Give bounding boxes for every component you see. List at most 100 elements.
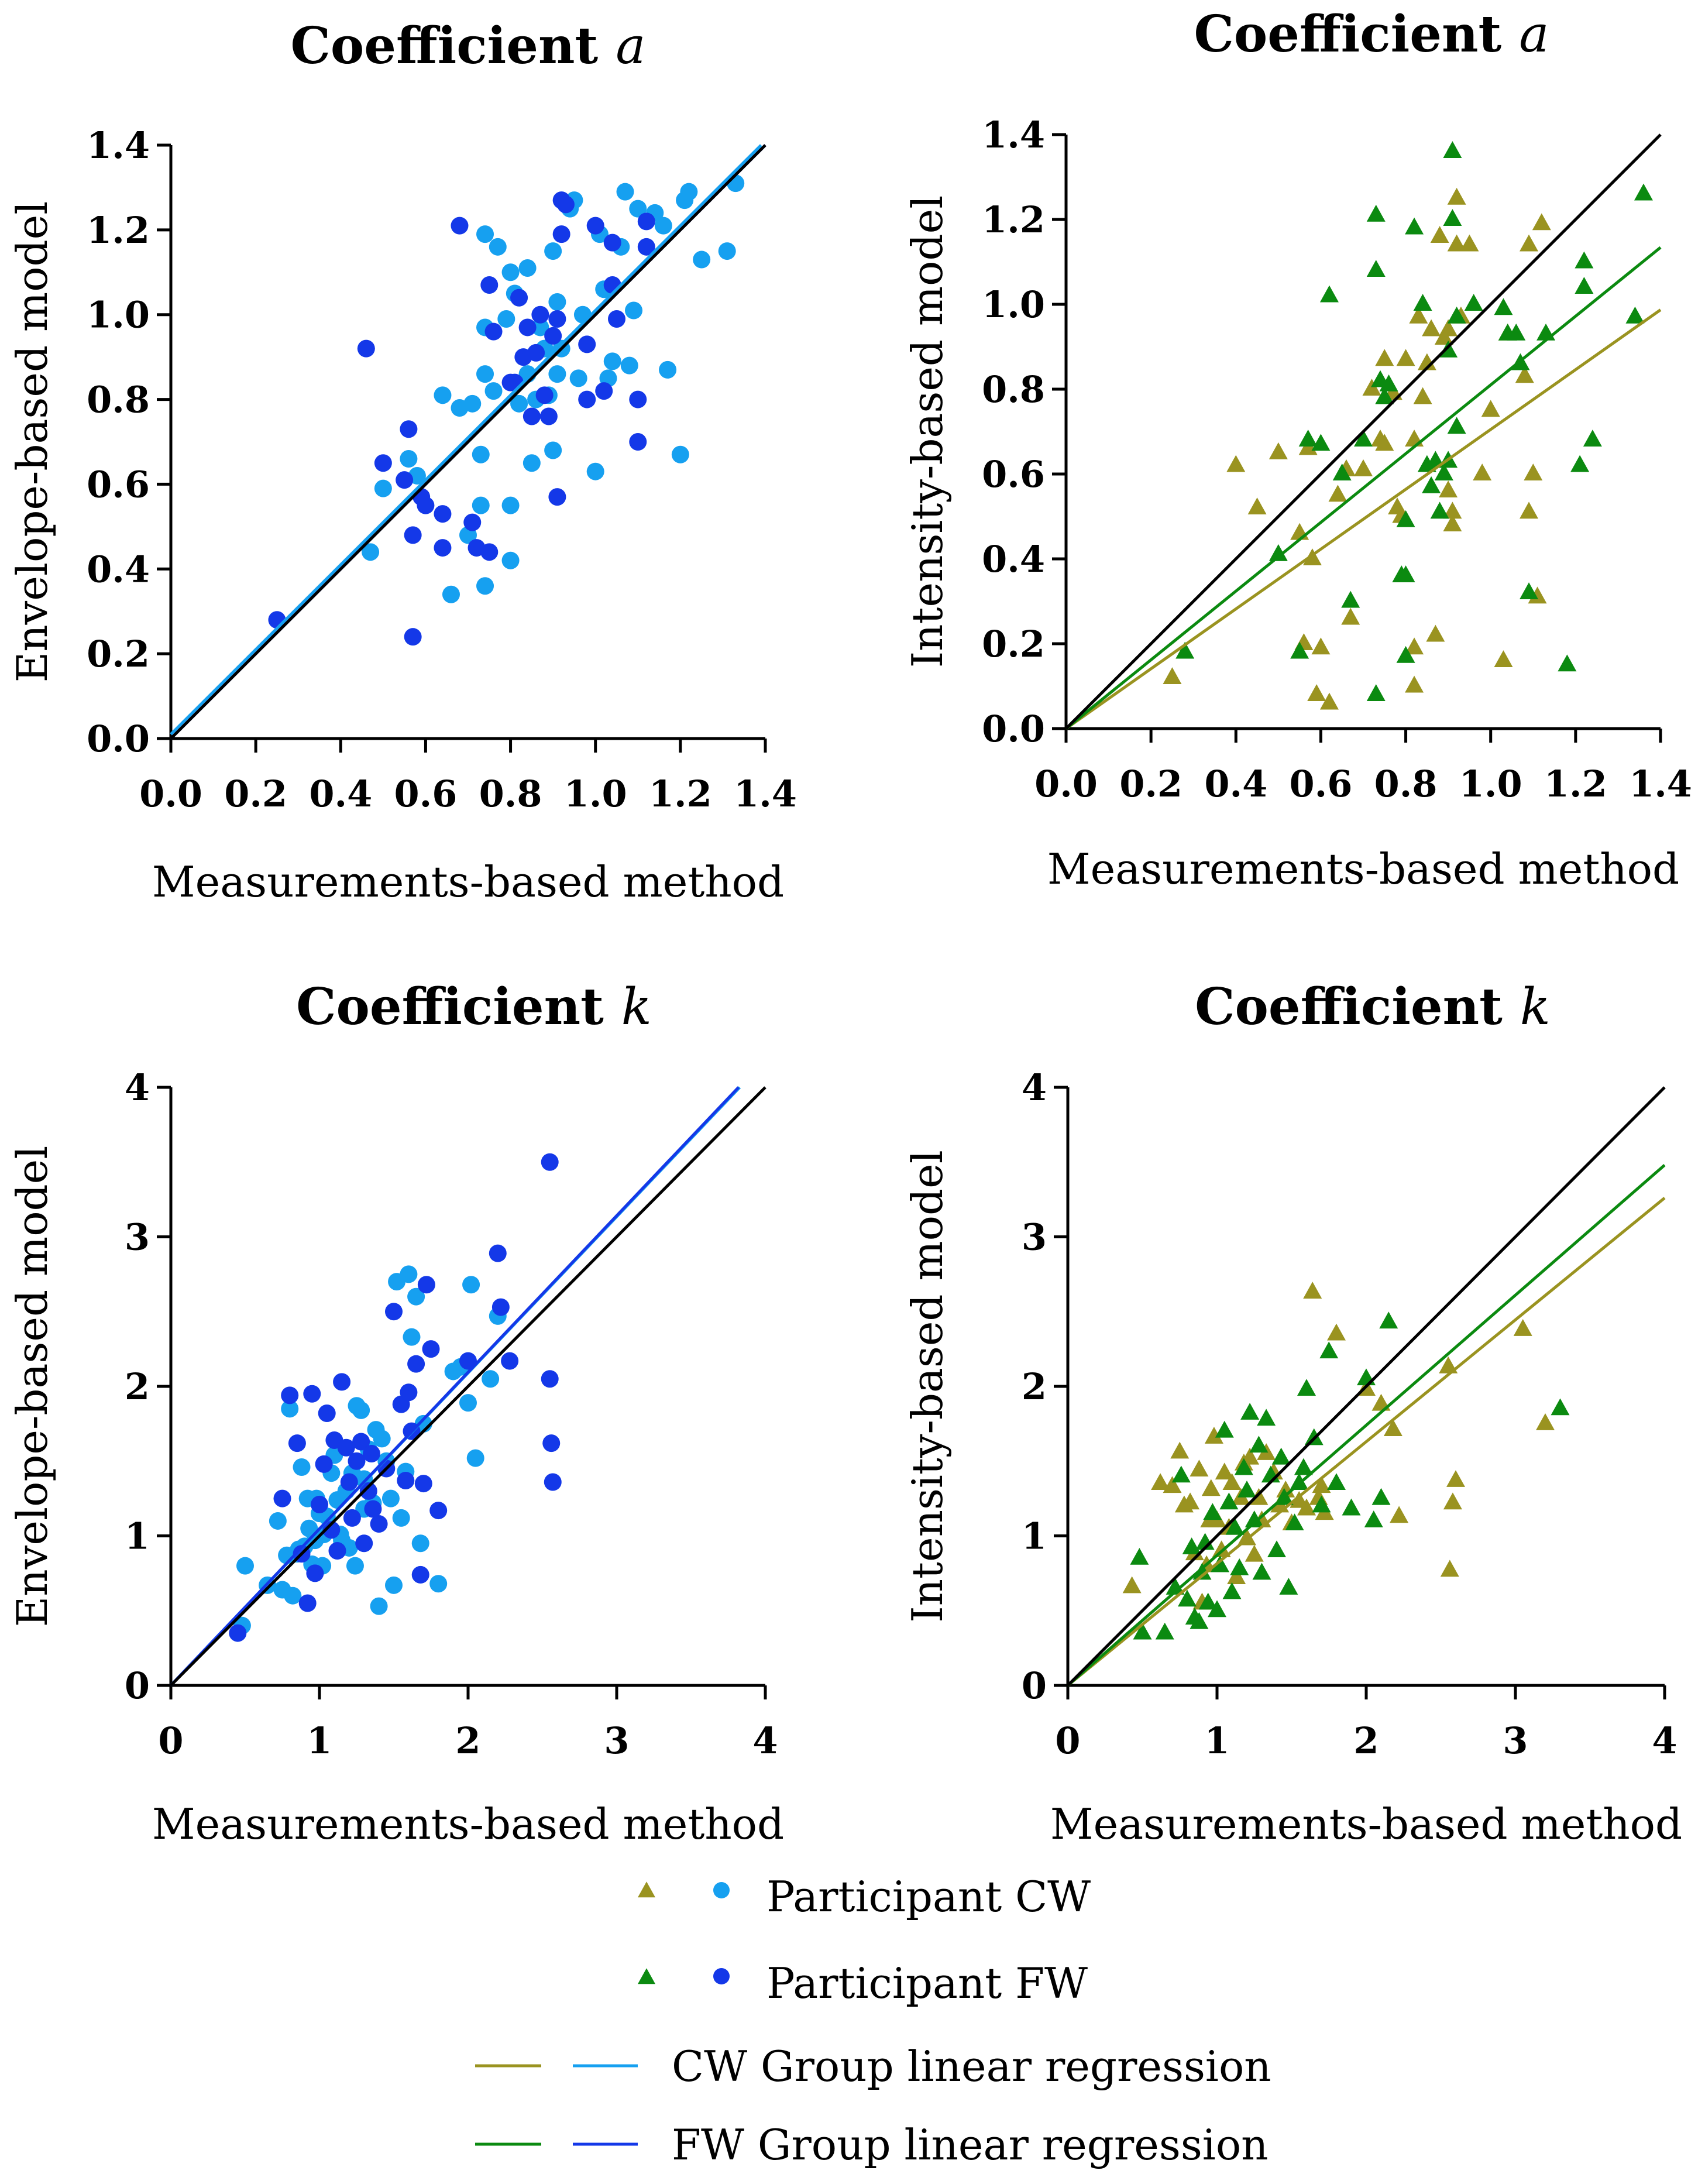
data-point — [544, 242, 562, 260]
data-point — [462, 1276, 480, 1294]
data-point — [1422, 319, 1441, 336]
regression-line — [1065, 308, 1662, 730]
y-axis-label: Envelope-based model — [8, 201, 57, 683]
data-point — [1290, 523, 1309, 540]
identity-line — [1065, 133, 1662, 730]
data-point — [1515, 366, 1534, 383]
data-point — [1192, 1563, 1212, 1580]
data-point — [1294, 1458, 1313, 1475]
y-tick-label: 4 — [1022, 1066, 1047, 1109]
legend-fw-regression: FW Group linear regression — [672, 2120, 1269, 2169]
x-tick-label: 0.6 — [394, 772, 457, 815]
x-axis-label: Measurements-based method — [1047, 844, 1679, 894]
data-point — [1634, 183, 1653, 201]
data-point — [293, 1458, 311, 1476]
data-point — [404, 526, 422, 544]
data-point — [1195, 1533, 1215, 1550]
data-point — [352, 1401, 370, 1419]
data-point — [595, 382, 613, 400]
data-point — [1257, 1409, 1276, 1426]
data-point — [1327, 1473, 1346, 1491]
data-point — [229, 1624, 247, 1642]
data-point — [1298, 430, 1318, 447]
data-point — [1303, 1282, 1322, 1299]
x-tick-label: 0.2 — [224, 772, 287, 815]
data-point — [616, 183, 634, 201]
data-point — [1151, 1473, 1170, 1491]
data-point — [522, 407, 541, 425]
data-point — [510, 289, 528, 307]
data-point — [1238, 1528, 1256, 1546]
data-point — [1413, 294, 1432, 311]
data-point — [459, 1352, 477, 1370]
x-axis-label: Measurements-based method — [152, 857, 784, 906]
data-point — [1513, 1319, 1532, 1336]
data-point — [397, 1471, 415, 1489]
data-point — [541, 1370, 559, 1388]
data-point — [1341, 590, 1360, 608]
data-point — [1362, 379, 1381, 396]
data-point — [1267, 1540, 1286, 1557]
data-point — [1240, 1447, 1260, 1465]
x-tick-label: 0.8 — [1374, 763, 1438, 805]
identity-line — [170, 144, 766, 740]
data-point — [654, 217, 672, 235]
data-point — [1375, 387, 1394, 404]
y-tick-label: 1.0 — [87, 294, 150, 336]
data-point — [637, 212, 655, 231]
data-point — [586, 462, 604, 480]
data-point — [544, 1473, 562, 1491]
data-point — [1307, 684, 1326, 701]
data-point — [385, 1303, 403, 1321]
data-point — [1413, 387, 1432, 404]
data-point — [1269, 544, 1288, 561]
data-point — [434, 505, 452, 523]
x-tick-label: 3 — [1503, 1719, 1528, 1762]
data-point — [1311, 434, 1331, 451]
data-point — [414, 1475, 432, 1493]
data-point — [1417, 353, 1436, 370]
data-point — [1211, 1555, 1230, 1572]
data-point — [484, 322, 503, 341]
chart-title-text: Coefficient — [1195, 977, 1520, 1036]
y-tick-label: 2 — [1022, 1365, 1047, 1408]
data-point — [1575, 277, 1594, 294]
data-point — [548, 310, 566, 328]
data-point — [1225, 1517, 1245, 1535]
x-tick-label: 1.4 — [734, 772, 797, 815]
data-point — [370, 1597, 388, 1615]
data-point — [1312, 1495, 1331, 1513]
y-tick-label: 0.4 — [982, 538, 1045, 581]
data-point — [1447, 234, 1466, 252]
data-point — [1222, 1473, 1242, 1491]
y-tick-label: 0.2 — [982, 623, 1045, 665]
data-point — [1198, 1592, 1218, 1610]
data-point — [374, 454, 392, 472]
data-point — [1182, 1537, 1201, 1554]
x-tick-label: 0.0 — [139, 772, 202, 815]
data-point — [1133, 1622, 1152, 1640]
data-point — [1390, 1506, 1409, 1523]
y-tick-label: 0.8 — [87, 379, 150, 421]
data-point — [348, 1452, 366, 1470]
data-point — [548, 365, 566, 383]
data-point — [1290, 1473, 1309, 1491]
data-point — [1575, 251, 1594, 269]
data-point — [1227, 1567, 1246, 1584]
data-point — [476, 365, 494, 383]
y-tick-label: 1.2 — [87, 209, 150, 252]
data-point — [1417, 455, 1436, 472]
data-point — [411, 1565, 429, 1584]
data-point — [381, 1489, 400, 1507]
data-point — [539, 407, 558, 425]
x-tick-label: 0.0 — [1034, 763, 1098, 805]
data-point — [459, 1394, 477, 1412]
y-tick-label: 2 — [125, 1365, 150, 1408]
data-point — [1447, 417, 1466, 434]
data-point — [337, 1438, 355, 1457]
data-point — [552, 225, 570, 243]
y-tick-label: 1.4 — [982, 114, 1045, 156]
data-point — [284, 1587, 302, 1605]
data-point — [463, 513, 482, 531]
data-point — [422, 1340, 440, 1358]
